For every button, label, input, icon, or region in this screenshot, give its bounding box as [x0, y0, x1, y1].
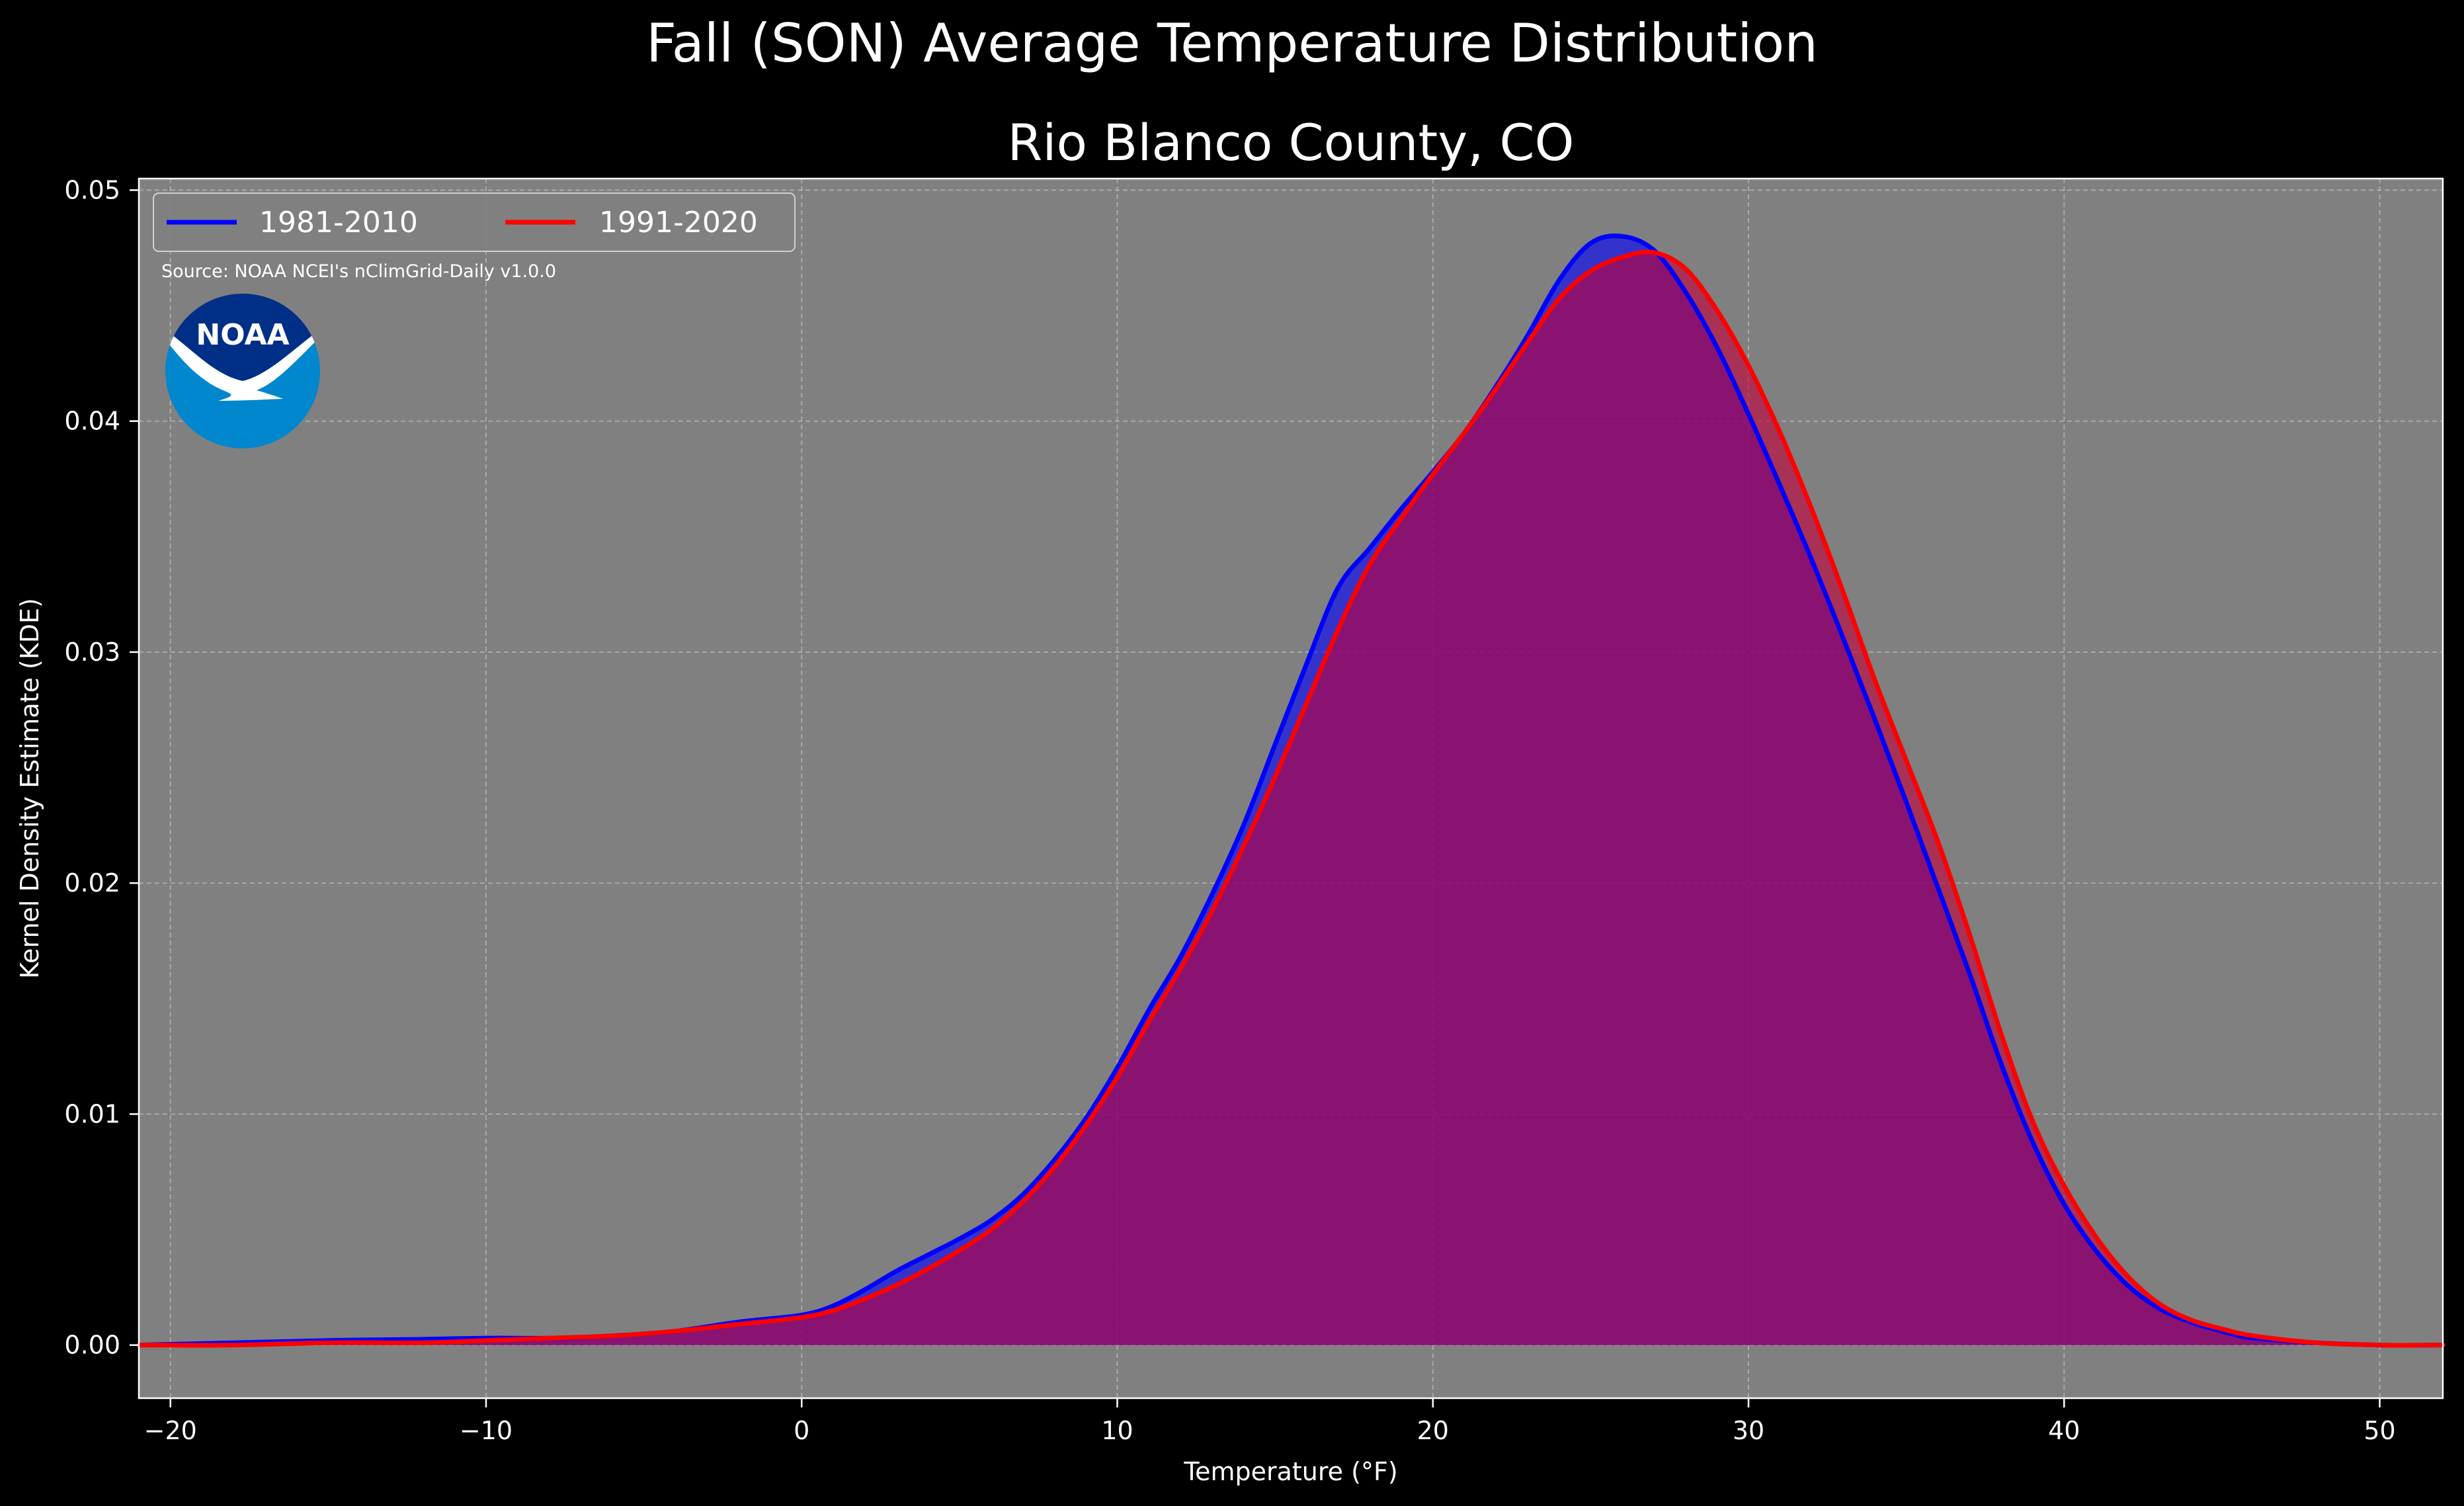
x-tick-label-3: 10	[1101, 1416, 1133, 1445]
x-tick-label-7: 50	[2363, 1416, 2395, 1445]
x-tick-label-6: 40	[2048, 1416, 2080, 1445]
y-tick-label-4: 0.04	[64, 407, 120, 436]
plot-frame	[138, 177, 2444, 1400]
series-fill-1991-2020	[139, 251, 2443, 1345]
y-axis-ticks: 0.00 0.01 0.02 0.03 0.04 0.05	[64, 175, 139, 1360]
y-tick-label-2: 0.02	[64, 868, 120, 898]
legend-box	[153, 192, 796, 252]
x-axis-ticks: −20 −10 0 10 20 30 40 50	[144, 1398, 2396, 1445]
x-axis-label: Temperature (°F)	[1183, 1457, 1397, 1486]
chart-legend: 1981-2010 1991-2020	[153, 192, 796, 252]
x-tick-label-1: −10	[460, 1416, 513, 1445]
y-tick-label-3: 0.03	[64, 638, 120, 667]
chart-title: Rio Blanco County, CO	[1007, 113, 1575, 172]
noaa-logo: NOAA	[165, 294, 320, 448]
noaa-logo-sky	[165, 294, 320, 381]
source-annotation: Source: NOAA NCEI's nClimGrid-Daily v1.0…	[161, 261, 556, 282]
figure-suptitle: Fall (SON) Average Temperature Distribut…	[646, 13, 1818, 74]
noaa-logo-text: NOAA	[196, 318, 289, 352]
series-lines	[136, 233, 2445, 1348]
series-fills	[139, 235, 2443, 1345]
x-tick-label-0: −20	[144, 1416, 197, 1445]
noaa-logo-bird	[165, 325, 320, 401]
y-axis-label: Kernel Density Estimate (KDE)	[15, 598, 44, 979]
legend-label-1981-2010: 1981-2010	[259, 206, 418, 239]
x-tick-label-4: 20	[1417, 1416, 1449, 1445]
y-tick-label-5: 0.05	[64, 175, 120, 204]
series-line-1991-2020	[136, 249, 2445, 1348]
y-tick-label-1: 0.01	[64, 1099, 120, 1128]
y-tick-label-0: 0.00	[64, 1331, 120, 1360]
x-tick-label-2: 0	[794, 1416, 809, 1445]
legend-label-1991-2020: 1991-2020	[599, 206, 758, 239]
x-tick-label-5: 30	[1733, 1416, 1764, 1445]
